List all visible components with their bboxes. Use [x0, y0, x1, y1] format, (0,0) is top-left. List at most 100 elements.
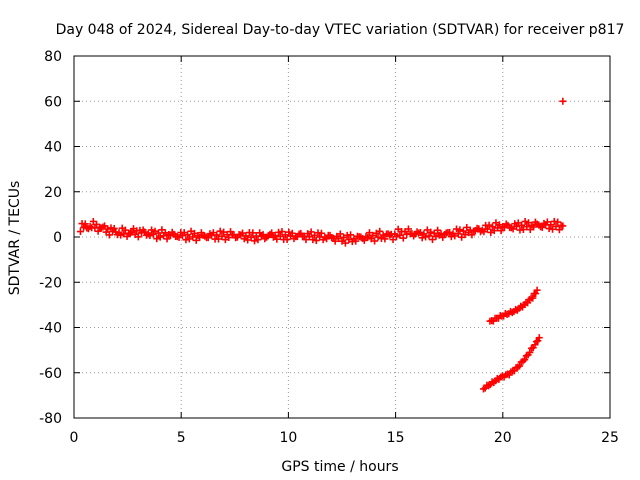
data-point — [371, 237, 379, 245]
data-point — [117, 231, 125, 239]
data-point — [518, 221, 526, 229]
data-point — [121, 226, 129, 234]
data-point — [381, 235, 389, 243]
data-point — [552, 222, 560, 230]
data-point — [154, 229, 162, 237]
data-point — [249, 229, 257, 237]
data-point — [283, 235, 291, 243]
data-point — [216, 227, 224, 235]
data-point — [497, 227, 505, 235]
data-point — [392, 233, 400, 241]
x-tick-label: 25 — [601, 430, 619, 446]
data-point — [521, 217, 529, 225]
data-point — [76, 228, 84, 236]
data-point — [110, 224, 118, 232]
data-point — [163, 235, 171, 243]
x-tick-label: 20 — [494, 430, 512, 446]
data-points — [76, 97, 567, 393]
data-point — [352, 237, 360, 245]
data-point — [559, 97, 567, 105]
y-tick-label: 20 — [44, 185, 62, 201]
data-point — [278, 228, 286, 236]
plot-frame — [73, 55, 611, 419]
data-point — [418, 234, 426, 242]
x-tick-label: 0 — [70, 430, 79, 446]
data-point — [148, 226, 156, 234]
data-point — [105, 231, 113, 239]
chart-title: Day 048 of 2024, Sidereal Day-to-day VTE… — [56, 22, 625, 38]
data-point — [427, 228, 435, 236]
data-point — [182, 236, 190, 244]
data-point — [459, 227, 467, 235]
data-point — [288, 229, 296, 237]
data-point — [94, 227, 102, 235]
data-point — [532, 338, 540, 346]
data-point — [379, 231, 387, 239]
data-point — [81, 220, 89, 228]
data-point — [276, 232, 284, 240]
data-point — [529, 294, 537, 302]
data-point — [399, 234, 407, 242]
data-point — [521, 356, 529, 364]
data-point — [404, 225, 412, 233]
data-point — [364, 233, 372, 241]
y-tick-label: 80 — [44, 49, 62, 65]
data-point — [559, 222, 567, 230]
data-point — [251, 237, 259, 245]
data-point — [285, 228, 293, 236]
data-point — [468, 231, 476, 239]
data-point — [432, 233, 440, 241]
tick-labels: 0 5 10 15 20 25 -80 -60 -40 -20 0 20 40 60 80 — [39, 49, 619, 446]
data-point — [271, 231, 279, 239]
y-tick-label: -80 — [39, 411, 62, 427]
data-point — [454, 230, 462, 238]
y-tick-label: 60 — [44, 94, 62, 110]
data-point — [146, 232, 154, 240]
data-point — [434, 226, 442, 234]
data-point — [555, 226, 563, 234]
x-tick-label: 5 — [177, 430, 186, 446]
data-point — [489, 223, 497, 231]
data-point — [422, 233, 430, 241]
x-tick-label: 10 — [279, 430, 297, 446]
data-point — [247, 233, 255, 241]
x-tick-label: 15 — [387, 430, 405, 446]
data-point — [317, 229, 325, 237]
y-tick-label: -60 — [39, 366, 62, 382]
data-point — [134, 233, 142, 241]
y-tick-label: -40 — [39, 321, 62, 337]
data-point — [341, 239, 349, 247]
data-point — [483, 225, 491, 233]
data-point — [416, 228, 424, 236]
data-point — [516, 362, 524, 370]
data-point — [535, 334, 543, 342]
y-tick-label: 40 — [44, 140, 62, 156]
data-point — [213, 231, 221, 239]
data-point — [242, 232, 250, 240]
data-point — [547, 221, 555, 229]
x-axis-label: GPS time / hours — [281, 459, 398, 475]
data-point — [456, 226, 464, 234]
data-point — [254, 236, 262, 244]
data-point — [218, 232, 226, 240]
data-point — [347, 231, 355, 239]
data-point — [526, 348, 534, 356]
y-axis-label: SDTVAR / TECUs — [7, 181, 23, 296]
data-point — [446, 228, 454, 236]
data-point — [336, 230, 344, 238]
data-point — [104, 225, 112, 233]
data-point — [425, 232, 433, 240]
y-tick-label: 0 — [53, 230, 62, 246]
data-point — [307, 228, 315, 236]
data-point — [156, 233, 164, 241]
data-point — [312, 237, 320, 245]
data-point — [554, 218, 562, 226]
data-point — [184, 231, 192, 239]
data-point — [309, 236, 317, 244]
data-point — [374, 233, 382, 241]
data-point — [533, 286, 541, 294]
data-point — [376, 227, 384, 235]
data-point — [189, 233, 197, 241]
data-point — [532, 289, 540, 297]
